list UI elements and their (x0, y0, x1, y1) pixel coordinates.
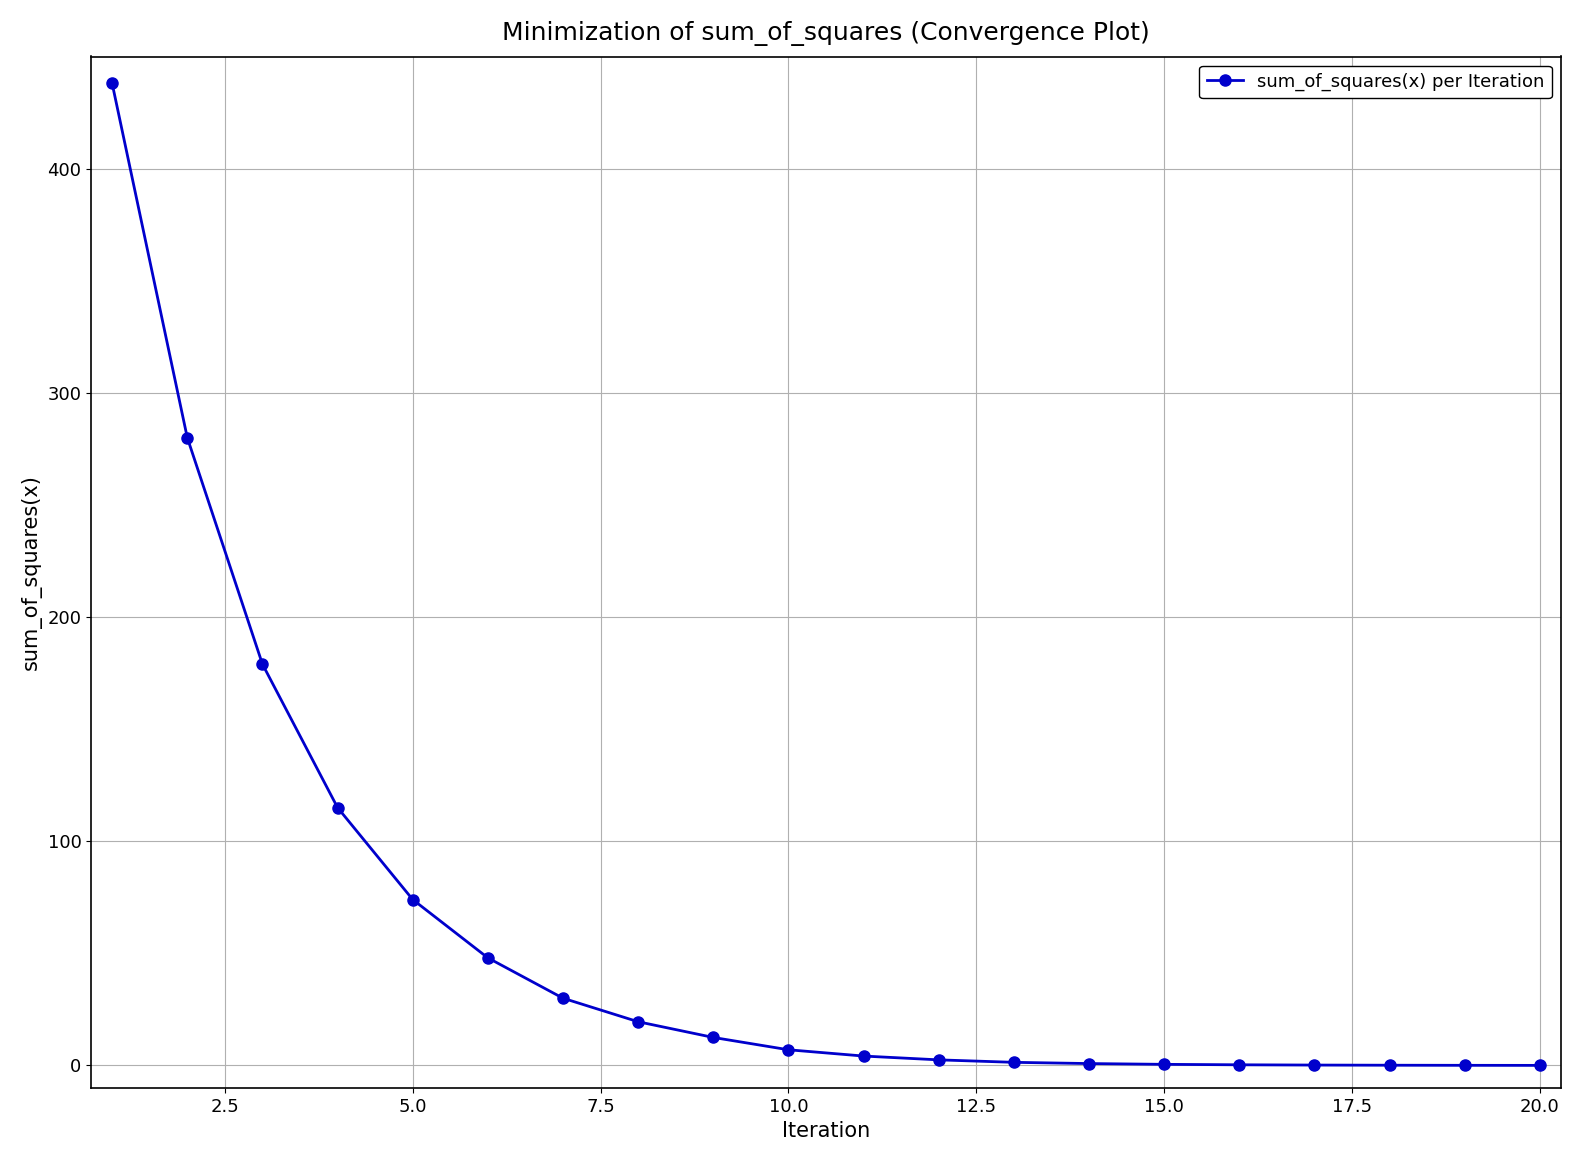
Line: sum_of_squares(x) per Iteration: sum_of_squares(x) per Iteration (106, 78, 1546, 1071)
sum_of_squares(x) per Iteration (779, 1042, 798, 1056)
sum_of_squares(x) per Iteration (1004, 1055, 1023, 1069)
sum_of_squares(x) per Iteration (854, 1049, 873, 1063)
sum_of_squares(x) per Iteration (1380, 1059, 1399, 1073)
sum_of_squares(x) per Iteration (930, 1053, 949, 1067)
sum_of_squares(x) per Iteration (404, 892, 423, 906)
sum_of_squares(x) per Iteration (553, 991, 572, 1005)
sum_of_squares(x) per Iteration (1229, 1057, 1248, 1071)
sum_of_squares(x) per Iteration (1079, 1056, 1098, 1070)
sum_of_squares(x) per Iteration (1530, 1059, 1549, 1073)
sum_of_squares(x) per Iteration (103, 77, 122, 91)
sum_of_squares(x) per Iteration (328, 801, 347, 815)
Title: Minimization of sum_of_squares (Convergence Plot): Minimization of sum_of_squares (Converge… (502, 21, 1150, 45)
sum_of_squares(x) per Iteration (478, 951, 497, 964)
sum_of_squares(x) per Iteration (253, 658, 272, 672)
sum_of_squares(x) per Iteration (177, 431, 196, 445)
X-axis label: Iteration: Iteration (782, 1121, 870, 1141)
sum_of_squares(x) per Iteration (629, 1014, 648, 1028)
Y-axis label: sum_of_squares(x): sum_of_squares(x) (21, 474, 41, 670)
sum_of_squares(x) per Iteration (1305, 1059, 1324, 1073)
sum_of_squares(x) per Iteration (703, 1031, 722, 1045)
sum_of_squares(x) per Iteration (1456, 1059, 1475, 1073)
sum_of_squares(x) per Iteration (1155, 1057, 1174, 1071)
Legend: sum_of_squares(x) per Iteration: sum_of_squares(x) per Iteration (1199, 65, 1552, 99)
